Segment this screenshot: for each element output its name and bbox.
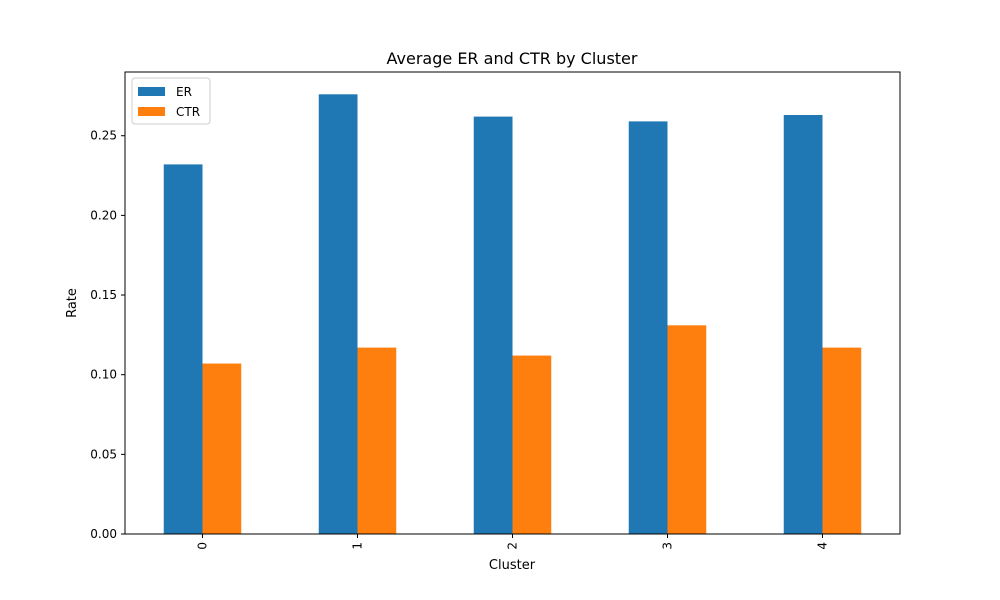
x-tick-label: 1: [351, 542, 365, 550]
bar-er-cluster-3: [628, 121, 668, 534]
plot-frame: [124, 71, 901, 535]
bar-er-cluster-2: [473, 116, 513, 535]
legend-swatch-ctr: [138, 107, 165, 116]
legend-label-ctr: CTR: [176, 105, 200, 119]
y-tick-label: 0.20: [90, 208, 117, 222]
bars-group: [163, 94, 862, 535]
x-tick-label: 3: [661, 542, 675, 550]
x-tick-label: 2: [506, 542, 520, 550]
bar-er-cluster-0: [163, 164, 203, 534]
legend: ER CTR: [131, 77, 211, 125]
legend-swatch-er: [138, 87, 165, 96]
bar-ctr-cluster-2: [512, 355, 552, 534]
y-axis-label: Rate: [65, 288, 80, 318]
chart-title: Average ER and CTR by Cluster: [387, 49, 638, 68]
x-axis-label: Cluster: [489, 558, 536, 573]
x-tick-label: 4: [816, 542, 830, 550]
legend-label-er: ER: [176, 85, 192, 99]
y-tick-label: 0.10: [90, 368, 117, 382]
x-axis-ticks: 0 1 2 3 4: [196, 534, 830, 550]
bar-er-cluster-4: [783, 115, 823, 534]
bar-er-cluster-1: [318, 94, 358, 535]
y-tick-label: 0.25: [90, 129, 117, 143]
bar-ctr-cluster-0: [202, 363, 242, 534]
bar-ctr-cluster-3: [667, 325, 707, 534]
y-tick-label: 0.15: [90, 288, 117, 302]
y-tick-label: 0.00: [90, 527, 117, 541]
y-tick-label: 0.05: [90, 447, 117, 461]
bar-ctr-cluster-4: [822, 347, 862, 534]
bar-ctr-cluster-1: [357, 347, 397, 534]
y-axis-ticks: 0.00 0.05 0.10 0.15 0.20 0.25: [90, 129, 125, 541]
x-tick-label: 0: [196, 542, 210, 550]
